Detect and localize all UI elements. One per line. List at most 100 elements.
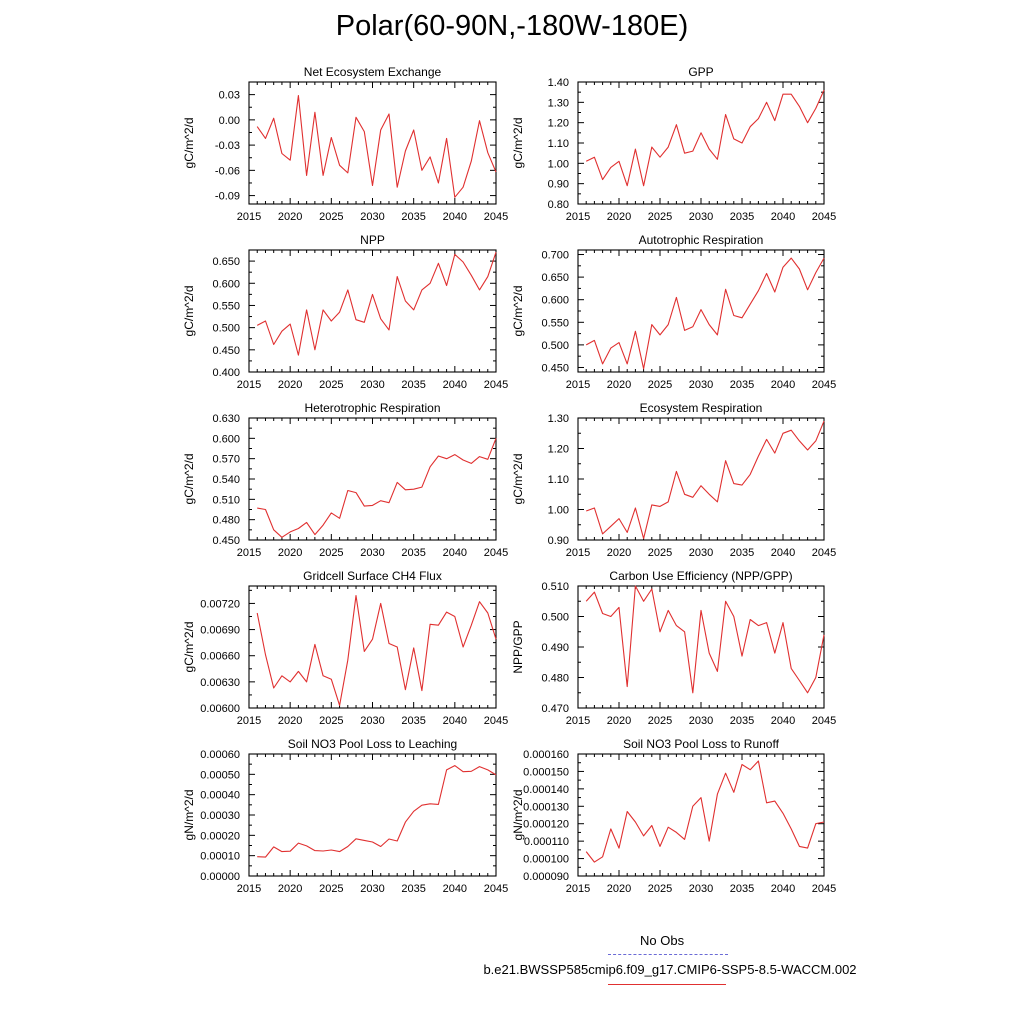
y-tick-label: -0.03 bbox=[215, 140, 240, 152]
y-axis-label: gC/m^2/d bbox=[511, 454, 525, 505]
series-line-gpp bbox=[585, 89, 825, 187]
x-tick-label: 2040 bbox=[771, 547, 795, 559]
panel-soil-no3-pool-loss-to-runoff: Soil NO3 Pool Loss to Runoff gN/m^2/d 2015… bbox=[511, 737, 836, 895]
panel-frame bbox=[248, 249, 497, 373]
x-tick-label: 2030 bbox=[360, 715, 384, 727]
y-tick-label: 0.80 bbox=[548, 199, 569, 211]
y-tick-label: 0.00050 bbox=[200, 769, 240, 781]
y-tick-label: 1.10 bbox=[548, 138, 569, 150]
figure-title: Polar(60-90N,-180W-180E) bbox=[335, 10, 689, 42]
x-tick-label: 2015 bbox=[237, 715, 261, 727]
x-tick-label: 2045 bbox=[812, 715, 836, 727]
panel-frame bbox=[577, 249, 825, 373]
panel-gpp: GPP gC/m^2/d 2015 2020 2025 2030 2035 2040 2045 0… bbox=[511, 65, 836, 223]
panel-title: Gridcell Surface CH4 Flux bbox=[303, 569, 442, 583]
panel-frame bbox=[248, 417, 497, 541]
x-tick-label: 2035 bbox=[730, 211, 754, 223]
y-tick-label: 0.650 bbox=[541, 272, 569, 284]
x-tick-label: 2020 bbox=[607, 211, 631, 223]
x-tick-label: 2020 bbox=[278, 547, 302, 559]
y-tick-label: 0.00010 bbox=[200, 851, 240, 863]
panel-title: Soil NO3 Pool Loss to Leaching bbox=[288, 737, 457, 751]
x-tick-label: 2020 bbox=[607, 379, 631, 391]
x-tick-label: 2030 bbox=[689, 211, 713, 223]
x-tick-label: 2030 bbox=[360, 211, 384, 223]
x-tick-label: 2040 bbox=[771, 211, 795, 223]
y-axis-label: gC/m^2/d bbox=[182, 118, 196, 169]
y-axis-label: gC/m^2/d bbox=[182, 454, 196, 505]
y-tick-label: 0.570 bbox=[212, 454, 240, 466]
x-tick-label: 2045 bbox=[812, 883, 836, 895]
x-tick-label: 2040 bbox=[443, 547, 467, 559]
y-tick-label: 0.480 bbox=[541, 673, 569, 685]
x-tick-label: 2040 bbox=[771, 379, 795, 391]
x-tick-label: 2025 bbox=[648, 211, 672, 223]
panel-autotrophic-respiration: Autotrophic Respiration gC/m^2/d 2015 2020 2… bbox=[511, 233, 836, 391]
series-line-autotrophic-respiration bbox=[585, 257, 825, 370]
y-tick-label: 1.30 bbox=[548, 97, 569, 109]
y-tick-label: 0.600 bbox=[541, 295, 569, 307]
x-tick-label: 2035 bbox=[401, 883, 425, 895]
y-tick-label: 0.000130 bbox=[523, 801, 569, 813]
panel-frame bbox=[577, 753, 825, 877]
x-tick-label: 2030 bbox=[689, 379, 713, 391]
x-tick-label: 2035 bbox=[730, 883, 754, 895]
panel-title: Ecosystem Respiration bbox=[640, 401, 763, 415]
y-tick-label: 1.20 bbox=[548, 118, 569, 130]
x-tick-label: 2045 bbox=[812, 379, 836, 391]
x-tick-label: 2025 bbox=[319, 883, 343, 895]
y-tick-label: 0.600 bbox=[212, 433, 240, 445]
x-tick-label: 2030 bbox=[360, 883, 384, 895]
x-tick-label: 2035 bbox=[730, 379, 754, 391]
y-tick-label: 0.00600 bbox=[200, 703, 240, 715]
y-tick-label: 0.500 bbox=[541, 340, 569, 352]
x-tick-label: 2030 bbox=[689, 883, 713, 895]
x-tick-label: 2025 bbox=[648, 883, 672, 895]
x-tick-label: 2045 bbox=[484, 883, 508, 895]
panel-gridcell-surface-ch4-flux: Gridcell Surface CH4 Flux gC/m^2/d 2015 202… bbox=[182, 569, 508, 727]
y-tick-label: 0.630 bbox=[212, 413, 240, 425]
y-tick-label: 0.00630 bbox=[200, 677, 240, 689]
panel-heterotrophic-respiration: Heterotrophic Respiration gC/m^2/d 2015 202… bbox=[182, 401, 508, 559]
panel-ecosystem-respiration: Ecosystem Respiration gC/m^2/d 2015 2020 202… bbox=[511, 401, 836, 559]
series-line-soil-no3-pool-loss-to-runoff bbox=[585, 760, 825, 863]
y-tick-label: 1.10 bbox=[548, 474, 569, 486]
x-tick-label: 2030 bbox=[689, 547, 713, 559]
y-tick-label: -0.09 bbox=[215, 191, 240, 203]
y-tick-label: 0.490 bbox=[541, 642, 569, 654]
legend-case-line bbox=[608, 984, 726, 985]
x-tick-label: 2035 bbox=[730, 715, 754, 727]
x-tick-label: 2045 bbox=[812, 211, 836, 223]
y-tick-label: 0.470 bbox=[541, 703, 569, 715]
panel-npp: NPP gC/m^2/d 2015 2020 2025 2030 2035 2040 2045 0… bbox=[182, 233, 508, 391]
y-tick-label: 1.40 bbox=[548, 77, 569, 89]
y-tick-label: 0.550 bbox=[212, 300, 240, 312]
y-tick-label: 0.400 bbox=[212, 367, 240, 379]
y-axis-label: gC/m^2/d bbox=[511, 118, 525, 169]
series-line-soil-no3-pool-loss-to-leaching bbox=[257, 765, 497, 858]
x-tick-label: 2015 bbox=[566, 547, 590, 559]
y-tick-label: 0.00000 bbox=[200, 871, 240, 883]
legend: No Obs b.e21.BWSSP585cmip6.f09_g17.CMIP6… bbox=[440, 930, 900, 990]
panel-frame bbox=[248, 753, 497, 877]
y-tick-label: 0.00020 bbox=[200, 830, 240, 842]
y-tick-label: 0.450 bbox=[212, 535, 240, 547]
x-tick-label: 2020 bbox=[278, 211, 302, 223]
x-tick-label: 2035 bbox=[401, 715, 425, 727]
x-tick-label: 2015 bbox=[237, 211, 261, 223]
series-line-ecosystem-respiration bbox=[586, 420, 825, 540]
y-tick-label: 0.90 bbox=[548, 535, 569, 547]
y-axis-label: gC/m^2/d bbox=[182, 286, 196, 337]
x-tick-label: 2035 bbox=[401, 211, 425, 223]
x-tick-label: 2015 bbox=[566, 715, 590, 727]
x-tick-label: 2020 bbox=[607, 715, 631, 727]
legend-case-label: b.e21.BWSSP585cmip6.f09_g17.CMIP6-SSP5-8… bbox=[483, 962, 857, 977]
y-axis-label: gN/m^2/d bbox=[182, 790, 196, 841]
x-tick-label: 2035 bbox=[401, 547, 425, 559]
y-tick-label: 1.00 bbox=[548, 158, 569, 170]
y-axis-label: gC/m^2/d bbox=[182, 622, 196, 673]
y-tick-label: 0.000150 bbox=[523, 766, 569, 778]
y-tick-label: 0.000140 bbox=[523, 784, 569, 796]
x-tick-label: 2020 bbox=[278, 715, 302, 727]
